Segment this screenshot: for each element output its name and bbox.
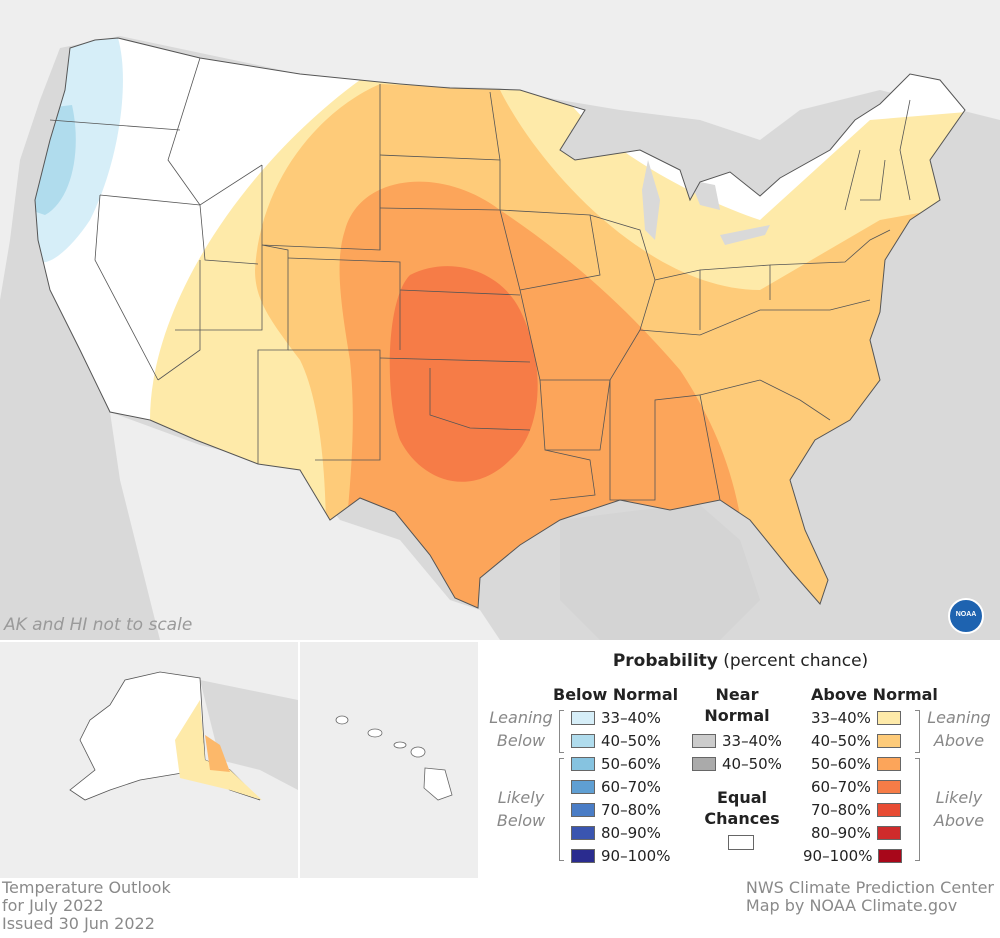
leaning-above-bracket	[915, 710, 920, 753]
legend-above-80-90: 80–90%	[811, 823, 901, 843]
leaning-below-bracket	[559, 710, 564, 753]
legend-near-40-50: 40–50%	[692, 754, 782, 774]
equal-chances-header: Equal Chances	[704, 788, 780, 828]
swatch-above-60-70	[876, 780, 901, 794]
gulf-of-mexico	[560, 505, 760, 640]
legend-below-70-80: 70–80%	[571, 800, 661, 820]
swatch-below-80-90	[571, 826, 595, 840]
outlook-issued: Issued 30 Jun 2022	[2, 914, 155, 933]
legend-below-33-40: 33–40%	[571, 708, 661, 728]
mexico-landmass	[110, 412, 500, 640]
swatch-above-90-100	[878, 849, 903, 863]
swatch-above-80-90	[876, 826, 901, 840]
legend-title: Probability (percent chance)	[612, 651, 869, 671]
legend-below-50-60: 50–60%	[571, 754, 661, 774]
likely-below-label: Likely Below	[496, 788, 546, 830]
legend-below-60-70: 60–70%	[571, 777, 661, 797]
likely-below-bracket	[559, 758, 564, 861]
alaska-above-40-50	[205, 735, 230, 772]
state-boundaries	[49, 57, 911, 501]
swatch-below-60-70	[571, 780, 595, 794]
legend-near-33-40: 33–40%	[692, 731, 782, 751]
likely-above-label: Likely Above	[933, 788, 985, 830]
source-credit: NWS Climate Prediction Center	[745, 878, 994, 897]
swatch-below-50-60	[571, 757, 595, 771]
near-normal-header: Near Normal	[704, 685, 770, 725]
noaa-logo: NOAA	[948, 598, 984, 634]
us-outline	[34, 37, 966, 609]
swatch-equal-chances	[728, 835, 754, 850]
hawaii-inset-panel	[300, 642, 478, 878]
swatch-near-33-40	[692, 734, 716, 748]
map-credit: Map by NOAA Climate.gov	[745, 896, 958, 915]
swatch-below-90-100	[571, 849, 595, 863]
likely-above-bracket	[915, 758, 920, 861]
legend-above-40-50: 40–50%	[811, 731, 901, 751]
canada-landmass	[0, 0, 1000, 300]
legend-above-33-40: 33–40%	[811, 708, 901, 728]
legend-above-70-80: 70–80%	[811, 800, 901, 820]
swatch-above-50-60	[876, 757, 901, 771]
legend-above-60-70: 60–70%	[811, 777, 901, 797]
lake-michigan	[642, 160, 660, 240]
legend-below-80-90: 80–90%	[571, 823, 661, 843]
alaska-above-33-40	[175, 700, 262, 800]
swatch-below-33-40	[571, 711, 595, 725]
outlook-period: for July 2022	[2, 896, 104, 915]
swatch-above-40-50	[876, 734, 901, 748]
swatch-below-40-50	[571, 734, 595, 748]
legend-below-40-50: 40–50%	[571, 731, 661, 751]
leaning-above-label: Leaning Above	[927, 708, 991, 750]
credit-caption: NWS Climate Prediction Center Map by NOA…	[746, 879, 994, 915]
swatch-above-33-40	[876, 711, 901, 725]
below-normal-header: Below Normal	[553, 685, 679, 704]
swatch-below-70-80	[571, 803, 595, 817]
alaska-canada-land	[200, 680, 298, 790]
swatch-near-40-50	[692, 757, 716, 771]
legend-above-50-60: 50–60%	[811, 754, 901, 774]
above-60-70-band	[389, 266, 538, 482]
swatch-above-70-80	[876, 803, 901, 817]
hawaii-islands	[335, 715, 453, 801]
leaning-below-label: Leaning Below	[489, 708, 553, 750]
above-normal-header: Above Normal	[811, 685, 938, 704]
legend-below-90-100: 90–100%	[571, 846, 670, 866]
legend-panel: Probability (percent chance) Below Norma…	[481, 641, 1000, 879]
legend-above-90-100: 90–100%	[803, 846, 903, 866]
lake-superior	[570, 118, 650, 142]
map-scale-note: AK and HI not to scale	[4, 615, 193, 635]
outlook-caption: Temperature Outlook for July 2022 Issued…	[2, 879, 171, 933]
outlook-title: Temperature Outlook	[2, 878, 171, 897]
lake-erie	[720, 225, 770, 245]
